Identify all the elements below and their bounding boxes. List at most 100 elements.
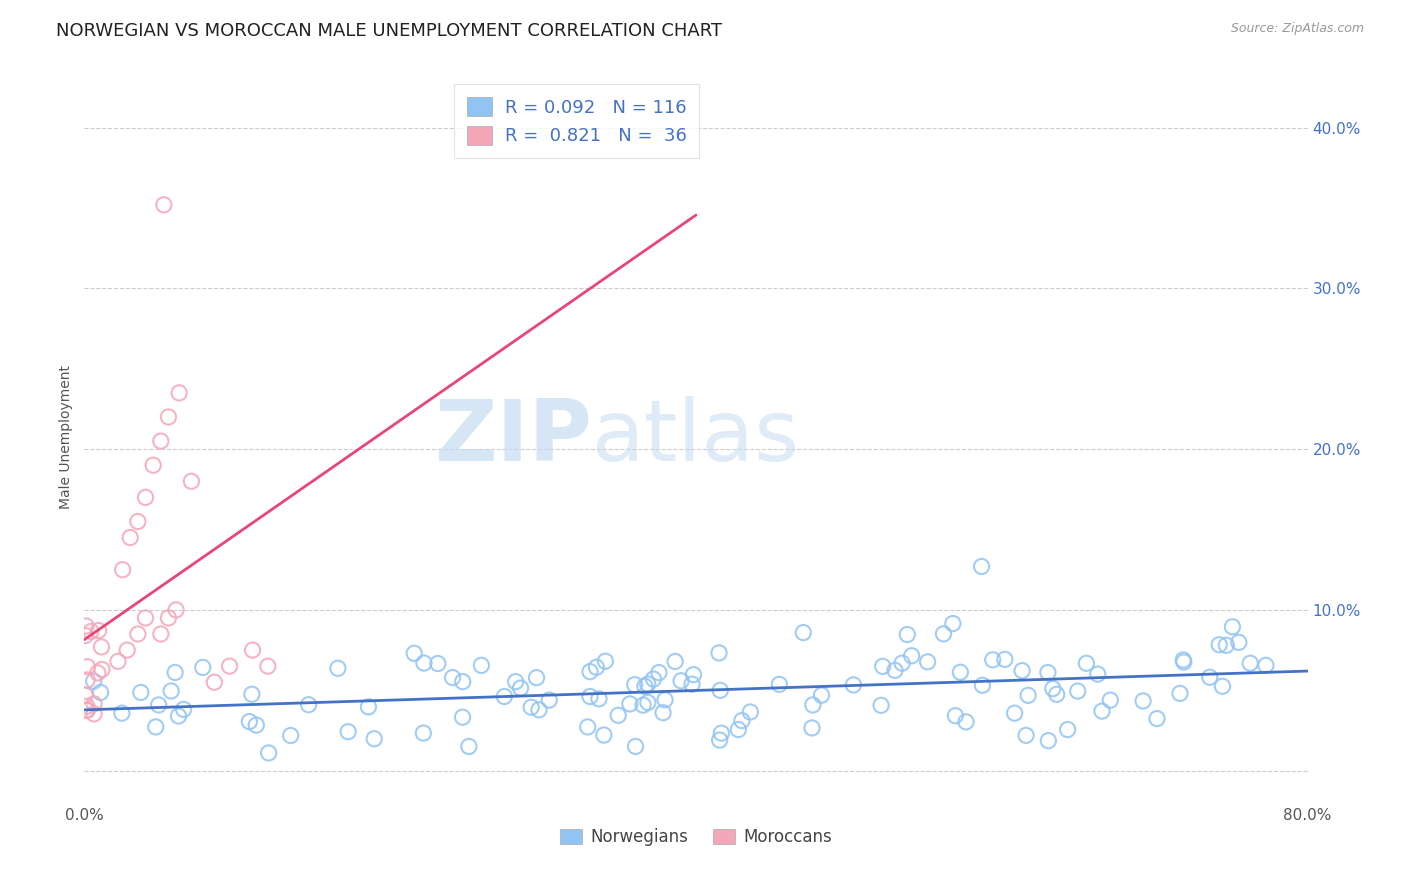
- Moroccans: [115, 643, 138, 657]
- Norwegians: [1198, 670, 1220, 684]
- Norwegians: [357, 699, 380, 714]
- Norwegians: [585, 660, 607, 674]
- Norwegians: [595, 654, 617, 668]
- Norwegians: [1168, 686, 1191, 700]
- Norwegians: [792, 625, 814, 640]
- Norwegians: [363, 731, 385, 746]
- Moroccans: [157, 611, 180, 625]
- Norwegians: [942, 616, 965, 631]
- Norwegians: [245, 718, 267, 732]
- Norwegians: [426, 657, 449, 671]
- Norwegians: [1036, 665, 1059, 680]
- Norwegians: [994, 652, 1017, 666]
- Norwegians: [917, 655, 939, 669]
- Moroccans: [127, 627, 149, 641]
- Norwegians: [520, 700, 543, 714]
- Norwegians: [707, 646, 730, 660]
- Norwegians: [896, 627, 918, 641]
- Moroccans: [127, 515, 149, 529]
- Norwegians: [710, 726, 733, 740]
- Norwegians: [526, 671, 548, 685]
- Norwegians: [1087, 667, 1109, 681]
- Norwegians: [624, 739, 647, 754]
- Norwegians: [884, 664, 907, 678]
- Moroccans: [218, 659, 240, 673]
- Norwegians: [652, 706, 675, 720]
- Moroccans: [165, 603, 187, 617]
- Moroccans: [75, 619, 97, 633]
- Norwegians: [457, 739, 479, 754]
- Norwegians: [872, 659, 894, 673]
- Norwegians: [538, 693, 561, 707]
- Norwegians: [768, 677, 790, 691]
- Norwegians: [579, 665, 602, 679]
- Norwegians: [709, 733, 731, 747]
- Norwegians: [669, 673, 692, 688]
- Norwegians: [607, 708, 630, 723]
- Norwegians: [970, 559, 993, 574]
- Norwegians: [413, 656, 436, 670]
- Norwegians: [900, 648, 922, 663]
- Norwegians: [160, 684, 183, 698]
- Moroccans: [111, 563, 134, 577]
- Norwegians: [326, 661, 349, 675]
- Norwegians: [280, 729, 302, 743]
- Moroccans: [149, 627, 172, 641]
- Norwegians: [592, 728, 614, 742]
- Moroccans: [120, 531, 142, 545]
- Norwegians: [1017, 689, 1039, 703]
- Norwegians: [1254, 658, 1277, 673]
- Moroccans: [135, 491, 157, 505]
- Norwegians: [238, 714, 260, 729]
- Norwegians: [505, 674, 527, 689]
- Moroccans: [167, 385, 190, 400]
- Norwegians: [727, 723, 749, 737]
- Moroccans: [76, 673, 98, 687]
- Norwegians: [451, 710, 474, 724]
- Norwegians: [1004, 706, 1026, 721]
- Norwegians: [191, 660, 214, 674]
- Moroccans: [149, 434, 172, 449]
- Norwegians: [83, 674, 105, 689]
- Norwegians: [981, 653, 1004, 667]
- Moroccans: [135, 611, 157, 625]
- Norwegians: [1076, 657, 1098, 671]
- Text: NORWEGIAN VS MOROCCAN MALE UNEMPLOYMENT CORRELATION CHART: NORWEGIAN VS MOROCCAN MALE UNEMPLOYMENT …: [56, 22, 723, 40]
- Text: ZIP: ZIP: [434, 395, 592, 479]
- Norwegians: [1067, 684, 1090, 698]
- Norwegians: [643, 672, 665, 686]
- Text: Source: ZipAtlas.com: Source: ZipAtlas.com: [1230, 22, 1364, 36]
- Moroccans: [76, 703, 98, 717]
- Moroccans: [75, 628, 97, 642]
- Norwegians: [337, 724, 360, 739]
- Norwegians: [1173, 653, 1195, 667]
- Moroccans: [76, 699, 98, 714]
- Moroccans: [180, 475, 202, 489]
- Moroccans: [257, 659, 280, 673]
- Norwegians: [1173, 655, 1195, 669]
- Moroccans: [75, 689, 97, 703]
- Norwegians: [945, 708, 967, 723]
- Norwegians: [631, 698, 654, 713]
- Norwegians: [1015, 728, 1038, 742]
- Norwegians: [1099, 693, 1122, 707]
- Norwegians: [451, 674, 474, 689]
- Norwegians: [579, 690, 602, 704]
- Text: atlas: atlas: [592, 395, 800, 479]
- Norwegians: [1056, 723, 1078, 737]
- Norwegians: [623, 678, 645, 692]
- Moroccans: [87, 665, 110, 680]
- Norwegians: [576, 720, 599, 734]
- Norwegians: [1239, 657, 1261, 671]
- Moroccans: [83, 706, 105, 721]
- Norwegians: [1042, 681, 1064, 696]
- Norwegians: [90, 685, 112, 699]
- Norwegians: [509, 681, 531, 695]
- Legend: Norwegians, Moroccans: Norwegians, Moroccans: [554, 822, 838, 853]
- Moroccans: [76, 659, 98, 673]
- Moroccans: [83, 697, 105, 711]
- Moroccans: [80, 624, 103, 639]
- Norwegians: [681, 677, 703, 691]
- Norwegians: [1211, 679, 1233, 693]
- Moroccans: [107, 654, 129, 668]
